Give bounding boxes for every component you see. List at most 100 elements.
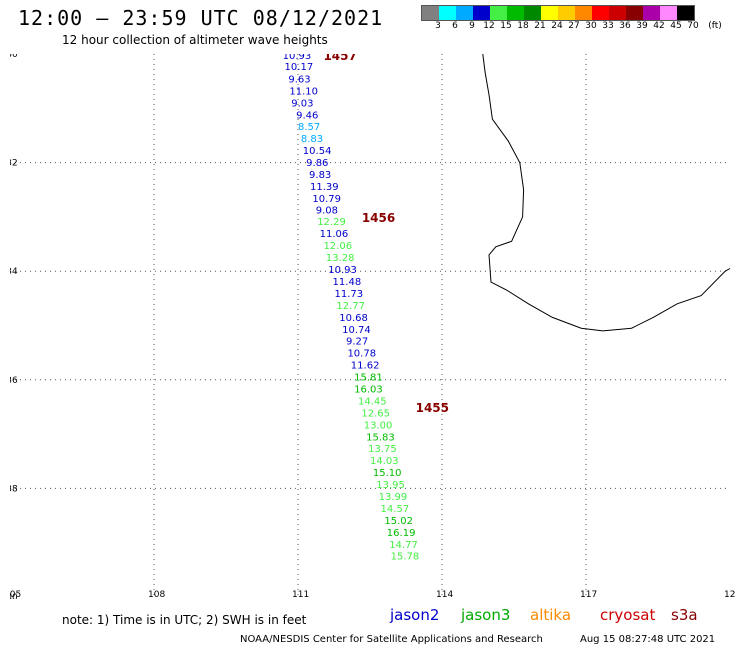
legend-label: 3 xyxy=(435,21,441,31)
swh-value: 15.81 xyxy=(354,373,383,384)
map-subtitle: 12 hour collection of altimeter wave hei… xyxy=(62,33,328,47)
swh-value: 16.19 xyxy=(387,528,416,539)
legend-label: 18 xyxy=(517,21,529,31)
legend-swatch xyxy=(541,6,558,20)
legend-label: 45 xyxy=(670,21,682,31)
swh-value: 13.28 xyxy=(326,253,355,264)
swh-value: 10.79 xyxy=(312,194,341,205)
satellite-label-jason3: jason3 xyxy=(461,606,511,624)
lon-tick-label: 120 xyxy=(724,590,735,599)
swh-value: 15.78 xyxy=(391,552,420,563)
lat-tick-label: -36 xyxy=(10,376,18,386)
legend-swatch xyxy=(643,6,660,20)
swh-value: 12.77 xyxy=(336,301,365,312)
legend-label: 30 xyxy=(585,21,597,31)
legend-swatch xyxy=(422,6,439,20)
coastline xyxy=(482,54,731,332)
swh-value: 14.45 xyxy=(358,396,387,407)
swh-value: 12.65 xyxy=(361,408,390,419)
swh-value: 9.08 xyxy=(316,205,338,216)
legend-swatch xyxy=(558,6,575,20)
footer-credit: NOAA/NESDIS Center for Satellite Applica… xyxy=(240,634,543,645)
swh-value: 14.57 xyxy=(381,504,410,515)
lat-tick-label: -38 xyxy=(10,484,18,494)
swh-value: 9.27 xyxy=(346,337,368,348)
swh-value: 11.73 xyxy=(334,289,363,300)
swh-value: 13.95 xyxy=(376,480,405,491)
legend-swatch xyxy=(507,6,524,20)
lat-tick-label: -40 xyxy=(10,593,18,599)
swh-value: 13.99 xyxy=(379,492,408,503)
map-title: 12:00 – 23:59 UTC 08/12/2021 xyxy=(18,6,384,30)
swh-value: 12.29 xyxy=(317,217,346,228)
swh-value: 15.10 xyxy=(373,468,402,479)
legend-label: 39 xyxy=(636,21,648,31)
swh-value: 11.62 xyxy=(351,361,380,372)
lon-tick-label: 117 xyxy=(580,590,597,599)
wave-height-map: -30 -32 -34 -36 -38 -40105 108 111 114 117 120 10.9… xyxy=(10,54,735,599)
pass-time-label: 1457 xyxy=(323,54,356,63)
color-scale-legend xyxy=(421,5,695,21)
swh-value: 10.78 xyxy=(347,349,376,360)
legend-swatch xyxy=(592,6,609,20)
legend-label: 6 xyxy=(452,21,458,31)
satellite-label-altika: altika xyxy=(530,606,572,624)
legend-swatch xyxy=(626,6,643,20)
swh-value: 14.03 xyxy=(370,456,399,467)
swh-value: 11.10 xyxy=(289,86,318,97)
legend-swatch xyxy=(456,6,473,20)
swh-value: 13.00 xyxy=(364,420,393,431)
lon-tick-label: 111 xyxy=(292,590,309,599)
lat-tick-label: -30 xyxy=(10,54,18,60)
swh-value: 9.86 xyxy=(306,158,328,169)
swh-value: 10.93 xyxy=(328,265,357,276)
lon-tick-label: 108 xyxy=(148,590,165,599)
lon-tick-label: 105 xyxy=(10,590,21,599)
swh-value: 9.63 xyxy=(288,74,310,85)
legend-swatch xyxy=(439,6,456,20)
pass-time-label: 1456 xyxy=(362,211,395,225)
satellite-label-jason2: jason2 xyxy=(390,606,440,624)
swh-value: 10.74 xyxy=(342,325,371,336)
legend-label: 21 xyxy=(534,21,546,31)
satellite-label-cryosat: cryosat xyxy=(600,606,656,624)
swh-value: 10.54 xyxy=(303,146,332,157)
legend-label: 15 xyxy=(500,21,512,31)
swh-value: 11.39 xyxy=(310,182,339,193)
legend-label: 12 xyxy=(483,21,495,31)
swh-value: 9.46 xyxy=(296,110,318,121)
swh-value: 15.02 xyxy=(384,516,413,527)
swh-value: 9.83 xyxy=(309,170,331,181)
lat-tick-label: -32 xyxy=(10,159,18,169)
lat-tick-label: -34 xyxy=(10,267,18,277)
legend-swatch xyxy=(575,6,592,20)
swh-value: 11.48 xyxy=(333,277,362,288)
swh-value: 11.06 xyxy=(320,229,349,240)
satellite-label-s3a: s3a xyxy=(671,606,698,624)
swh-value: 12.06 xyxy=(323,241,352,252)
legend-swatch xyxy=(473,6,490,20)
swh-value: 8.57 xyxy=(298,122,320,133)
legend-swatch xyxy=(524,6,541,20)
swh-value: 10.17 xyxy=(285,62,314,73)
legend-label: 24 xyxy=(551,21,563,31)
swh-value: 8.83 xyxy=(301,134,323,145)
footer-timestamp: Aug 15 08:27:48 UTC 2021 xyxy=(580,634,716,645)
legend-label: 70 xyxy=(687,21,699,31)
legend-label: 27 xyxy=(568,21,580,31)
swh-value: 16.03 xyxy=(354,384,383,395)
legend-swatch xyxy=(609,6,626,20)
legend-label: 9 xyxy=(469,21,475,31)
legend-label: 36 xyxy=(619,21,631,31)
swh-value: 15.83 xyxy=(366,432,395,443)
swh-value: 13.75 xyxy=(368,444,397,455)
swh-value: 9.03 xyxy=(291,98,313,109)
legend-swatch xyxy=(660,6,677,20)
pass-time-label: 1455 xyxy=(416,401,449,415)
legend-unit: (ft) xyxy=(708,21,722,31)
map-note: note: 1) Time is in UTC; 2) SWH is in fe… xyxy=(62,613,307,627)
legend-label: 42 xyxy=(653,21,665,31)
legend-swatch xyxy=(677,6,694,20)
legend-label: 33 xyxy=(602,21,614,31)
swh-value: 14.77 xyxy=(389,540,418,551)
